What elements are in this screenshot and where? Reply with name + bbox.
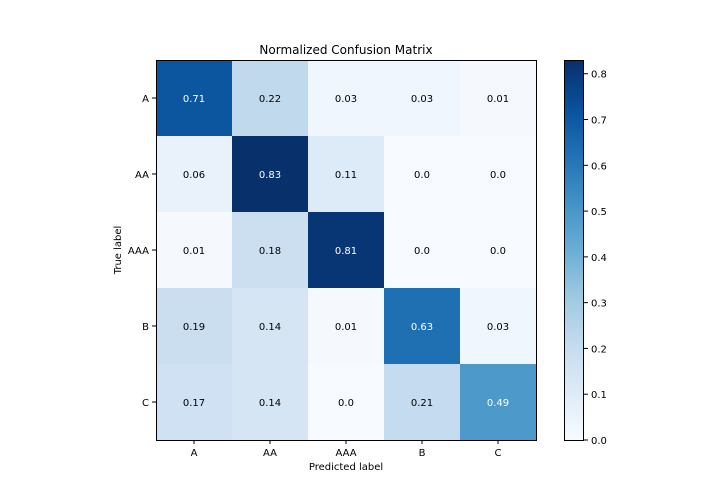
x-tick-label: A	[191, 448, 198, 459]
colorbar-tick-label: 0.2	[591, 344, 607, 355]
heatmap-cell	[156, 136, 233, 213]
heatmap-cell	[384, 212, 461, 289]
heatmap-cell	[460, 212, 537, 289]
y-tick-label: C	[142, 398, 149, 409]
colorbar-tick-label: 0.4	[591, 253, 607, 264]
heatmap-cell	[460, 288, 537, 365]
y-tick-label: AAA	[128, 246, 149, 257]
cell-value-label: 0.01	[335, 322, 357, 333]
colorbar-tick-label: 0.5	[591, 207, 607, 218]
cell-value-label: 0.0	[414, 246, 430, 257]
heatmap-cell	[384, 136, 461, 213]
cell-value-label: 0.14	[259, 398, 281, 409]
heatmap-cell	[156, 60, 233, 137]
heatmap-cell	[460, 136, 537, 213]
cell-value-label: 0.71	[183, 94, 205, 105]
heatmap-cell	[232, 288, 309, 365]
heatmap-cell	[460, 364, 537, 441]
cell-value-label: 0.49	[487, 398, 509, 409]
cell-value-label: 0.03	[487, 322, 509, 333]
heatmap-cell	[308, 212, 385, 289]
heatmap-cell	[384, 364, 461, 441]
cell-value-label: 0.17	[183, 398, 205, 409]
colorbar-tick-label: 0.1	[591, 390, 607, 401]
colorbar-tick-label: 0.6	[591, 161, 607, 172]
heatmap-cell	[232, 60, 309, 137]
cell-value-label: 0.63	[411, 322, 433, 333]
heatmap-cell	[232, 212, 309, 289]
y-tick-label: B	[142, 322, 149, 333]
heatmap-cell	[308, 364, 385, 441]
heatmap-cell	[156, 288, 233, 365]
heatmap-cell	[308, 60, 385, 137]
heatmap-cell	[156, 364, 233, 441]
cell-value-label: 0.19	[183, 322, 205, 333]
y-tick-label: AA	[135, 170, 149, 181]
cell-value-label: 0.18	[259, 246, 281, 257]
cell-value-label: 0.81	[335, 246, 357, 257]
x-axis-label: Predicted label	[309, 462, 383, 473]
heatmap-cell	[308, 136, 385, 213]
heatmap-cell	[156, 212, 233, 289]
colorbar-ticks: 0.0 0.1 0.2 0.3 0.4 0.5 0.6 0.7 0.8	[584, 70, 607, 447]
cell-value-label: 0.11	[335, 170, 357, 181]
colorbar-tick-label: 0.0	[591, 436, 607, 447]
chart-title: Normalized Confusion Matrix	[259, 43, 432, 57]
y-tick-label: A	[142, 94, 149, 105]
heatmap-cell	[232, 136, 309, 213]
heatmap-cell	[384, 288, 461, 365]
heatmap-cell	[308, 288, 385, 365]
heatmap-cell	[232, 364, 309, 441]
cell-value-label: 0.03	[335, 94, 357, 105]
colorbar-tick-label: 0.8	[591, 70, 607, 81]
cell-value-label: 0.01	[487, 94, 509, 105]
cell-value-label: 0.21	[411, 398, 433, 409]
heatmap-cell	[384, 60, 461, 137]
colorbar	[564, 60, 584, 441]
cell-value-label: 0.0	[414, 170, 430, 181]
cell-value-label: 0.06	[183, 170, 205, 181]
cell-value-label: 0.0	[490, 170, 506, 181]
x-tick-label: C	[495, 448, 502, 459]
cell-value-label: 0.0	[338, 398, 354, 409]
x-axis-ticks: A AA AAA B C	[191, 440, 502, 459]
heatmap-cell	[460, 60, 537, 137]
heatmap-cells: 0.71 0.22 0.03 0.03 0.01 0.06 0.83 0.11 0.0 0.0 0.…	[156, 60, 537, 441]
cell-value-label: 0.83	[259, 170, 281, 181]
colorbar-tick-label: 0.3	[591, 299, 607, 310]
x-tick-label: AAA	[335, 448, 356, 459]
x-tick-label: AA	[263, 448, 277, 459]
colorbar-tick-label: 0.7	[591, 116, 607, 127]
y-axis-label: True label	[113, 226, 124, 276]
cell-value-label: 0.14	[259, 322, 281, 333]
x-tick-label: B	[419, 448, 426, 459]
cell-value-label: 0.22	[259, 94, 281, 105]
cell-value-label: 0.03	[411, 94, 433, 105]
cell-value-label: 0.0	[490, 246, 506, 257]
cell-value-label: 0.01	[183, 246, 205, 257]
